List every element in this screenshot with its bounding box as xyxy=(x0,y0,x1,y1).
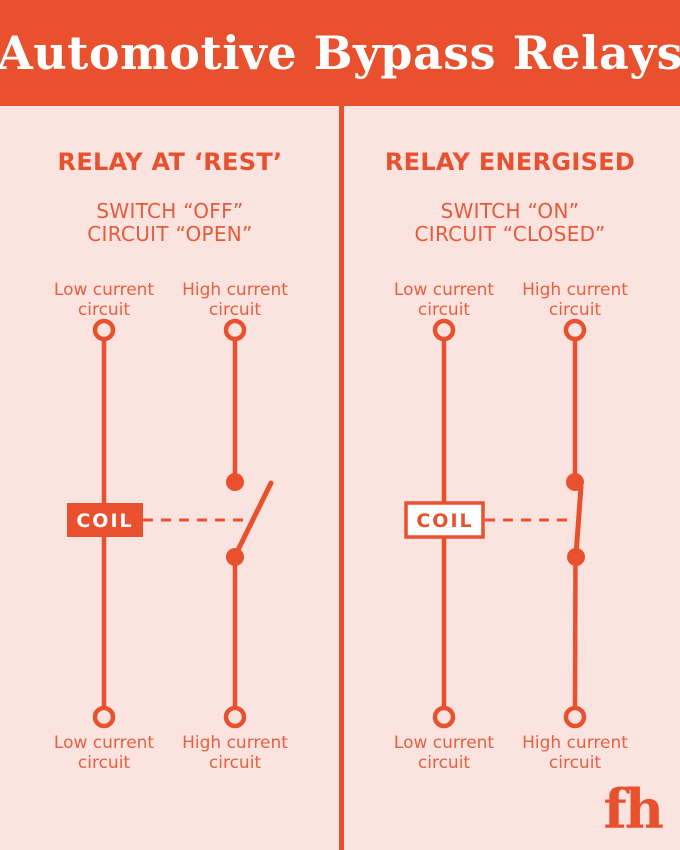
terminal-label-high-top: High current circuit xyxy=(182,280,288,320)
terminal-circle xyxy=(223,318,247,342)
switch-state-label: SWITCH “OFF” xyxy=(96,199,244,223)
terminal-label-low-bottom: Low current circuit xyxy=(393,733,495,773)
page-title: Automotive Bypass Relays xyxy=(0,26,680,80)
terminal-circle xyxy=(432,705,456,729)
contact-dot-upper xyxy=(226,473,244,491)
terminal-circle xyxy=(223,705,247,729)
circuit-state-label: CIRCUIT “OPEN” xyxy=(87,222,253,246)
terminal-label-high-top: High current circuit xyxy=(522,280,628,320)
circuit-diagram-energised: COIL xyxy=(404,318,587,729)
terminal-circle xyxy=(92,705,116,729)
column-divider xyxy=(339,106,344,850)
coil-label: COIL xyxy=(416,510,473,532)
circuit-diagram-rest: COIL xyxy=(67,318,274,729)
coil-box xyxy=(404,501,485,539)
panel-relay-at-rest: RELAY AT ‘REST’ SWITCH “OFF” CIRCUIT “OP… xyxy=(0,106,340,850)
panel-heading: RELAY ENERGISED xyxy=(384,148,636,176)
terminal-label-low-bottom: Low current circuit xyxy=(53,733,155,773)
circuit-state-label: CIRCUIT “CLOSED” xyxy=(414,222,606,246)
terminal-label-low-top: Low current circuit xyxy=(53,280,155,320)
panel-heading: RELAY AT ‘REST’ xyxy=(57,148,283,176)
terminal-label-high-bottom: High current circuit xyxy=(182,733,288,773)
switch-arm-closed xyxy=(573,484,584,558)
terminal-circle xyxy=(563,318,587,342)
terminal-circle xyxy=(92,318,116,342)
switch-state-label: SWITCH “ON” xyxy=(440,199,580,223)
high-current-wire-lower xyxy=(572,556,578,707)
terminal-circle xyxy=(563,705,587,729)
header-banner: Automotive Bypass Relays xyxy=(0,0,680,106)
terminal-label-high-bottom: High current circuit xyxy=(522,733,628,773)
content-area: RELAY AT ‘REST’ SWITCH “OFF” CIRCUIT “OP… xyxy=(0,106,680,850)
coil-label: COIL xyxy=(76,510,133,532)
terminal-circle xyxy=(432,318,456,342)
panel-subtitle: SWITCH “OFF” CIRCUIT “OPEN” xyxy=(0,200,340,246)
panel-relay-energised: RELAY ENERGISED SWITCH “ON” CIRCUIT “CLO… xyxy=(340,106,680,850)
terminal-label-low-top: Low current circuit xyxy=(393,280,495,320)
fh-logo: fh xyxy=(603,777,664,841)
coil-box xyxy=(67,503,143,537)
switch-arm-open xyxy=(234,480,274,555)
panel-subtitle: SWITCH “ON” CIRCUIT “CLOSED” xyxy=(340,200,680,246)
